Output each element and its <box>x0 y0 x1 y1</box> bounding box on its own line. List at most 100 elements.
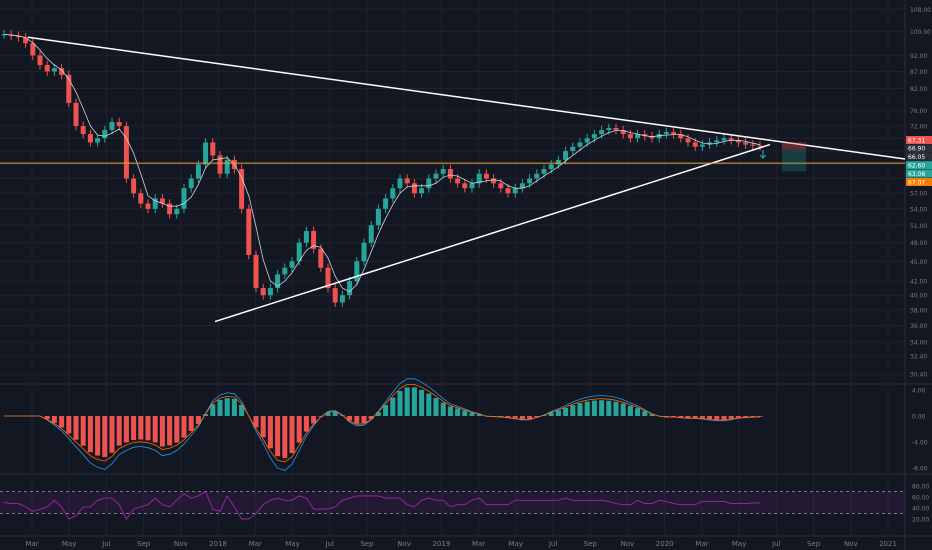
x-tick-label: Jul <box>548 540 558 548</box>
candle-body <box>483 173 489 179</box>
x-tick-label: Mar <box>25 540 38 548</box>
macd-histogram-bar <box>707 416 713 420</box>
candle-body <box>699 144 705 147</box>
x-tick-label: Sep <box>584 540 598 548</box>
x-tick-label: 2021 <box>879 540 897 548</box>
y-tick-label: 40.00 <box>910 293 927 300</box>
macd-histogram-bar <box>512 416 518 419</box>
candle-body <box>570 146 576 152</box>
macd-histogram-bar <box>671 416 677 417</box>
macd-histogram-bar <box>469 412 475 416</box>
price-tag <box>906 136 932 144</box>
rsi-pane <box>0 490 905 520</box>
candle-body <box>743 142 749 145</box>
macd-histogram-bar <box>519 416 525 420</box>
candle-body <box>311 230 317 249</box>
macd-histogram-bar <box>419 389 425 416</box>
candle-body <box>527 178 533 184</box>
macd-histogram-bar <box>570 405 576 416</box>
candle-body <box>375 208 381 226</box>
candle-body <box>635 134 641 139</box>
candle-body <box>253 254 259 289</box>
candle-body <box>15 35 21 38</box>
candle-body <box>123 125 129 179</box>
macd-histogram-bar <box>447 406 453 416</box>
price-tag <box>906 169 932 178</box>
price-tag-label: 66.05 <box>908 154 925 161</box>
rsi-tick-label: 20.00 <box>912 517 929 524</box>
candle-body <box>51 68 57 72</box>
candle-body <box>80 125 86 135</box>
candle-body <box>181 188 187 209</box>
candle-body <box>707 142 713 145</box>
macd-histogram-bar <box>606 400 612 416</box>
candle-body <box>627 134 633 139</box>
candle-body <box>246 208 252 255</box>
macd-histogram-bar <box>131 416 137 440</box>
target-zone <box>782 149 806 172</box>
macd-histogram-bar <box>757 416 763 417</box>
macd-histogram-bar <box>167 416 173 446</box>
macd-histogram-bar <box>563 408 569 416</box>
candle-body <box>426 178 432 189</box>
candle-body <box>620 130 626 135</box>
candle-body <box>563 151 569 160</box>
candle-body <box>613 128 619 131</box>
candle-body <box>145 203 151 209</box>
price-tag <box>906 178 932 186</box>
x-tick-label: Sep <box>137 540 151 548</box>
macd-histogram-bar <box>397 390 403 416</box>
macd-histogram-bar <box>642 411 648 416</box>
macd-histogram-bar <box>87 416 93 453</box>
candle-body <box>159 198 165 204</box>
price-scale[interactable]: 108.00100.0092.0087.0082.0076.0072.0069.… <box>906 7 932 524</box>
candle-body <box>505 188 511 194</box>
x-tick-label: Nov <box>174 540 188 548</box>
candle-body <box>152 198 158 209</box>
macd-histogram-bar <box>311 416 317 424</box>
macd-histogram-bar <box>577 403 583 416</box>
macd-tick-label: 4.00 <box>912 388 926 395</box>
macd-histogram-bar <box>527 416 533 419</box>
lower-trendline <box>214 143 771 323</box>
candle-body <box>102 130 108 139</box>
y-tick-label: 108.00 <box>910 7 931 14</box>
candle-body <box>735 140 741 143</box>
rsi-tick-label: 40.00 <box>912 506 929 513</box>
macd-histogram-bar <box>44 416 50 420</box>
moving-average-line <box>3 33 761 293</box>
x-tick-label: Mar <box>472 540 485 548</box>
rsi-tick-label: 60.00 <box>912 495 929 502</box>
x-tick-label: May <box>732 540 746 548</box>
candle-body <box>599 130 605 135</box>
macd-histogram-bar <box>325 412 331 416</box>
candle-body <box>721 138 727 141</box>
candle-body <box>95 138 101 143</box>
candle-body <box>476 173 482 184</box>
candle-body <box>339 295 345 303</box>
macd-tick-label: 0.00 <box>912 414 926 421</box>
candle-body <box>303 230 309 243</box>
macd-histogram-bar <box>404 387 410 416</box>
y-tick-label: 54.00 <box>910 206 927 213</box>
stop-zone <box>782 142 806 150</box>
macd-histogram-bar <box>383 405 389 416</box>
candle-body <box>109 122 115 131</box>
candle-body <box>678 134 684 139</box>
candle-body <box>188 178 194 189</box>
macd-histogram-bar <box>721 416 727 420</box>
candle-body <box>512 188 518 194</box>
y-tick-label: 45.00 <box>910 259 927 266</box>
macd-histogram-bar <box>591 400 597 416</box>
price-tag <box>906 152 932 161</box>
x-tick-label: Nov <box>621 540 635 548</box>
macd-histogram-bar <box>282 416 288 458</box>
macd-histogram-bar <box>620 403 626 416</box>
y-tick-label: 100.00 <box>910 29 931 36</box>
macd-histogram-bar <box>195 416 201 425</box>
x-tick-label: Jul <box>101 540 111 548</box>
y-tick-label: 34.00 <box>910 339 927 346</box>
y-tick-label: 38.00 <box>910 307 927 314</box>
